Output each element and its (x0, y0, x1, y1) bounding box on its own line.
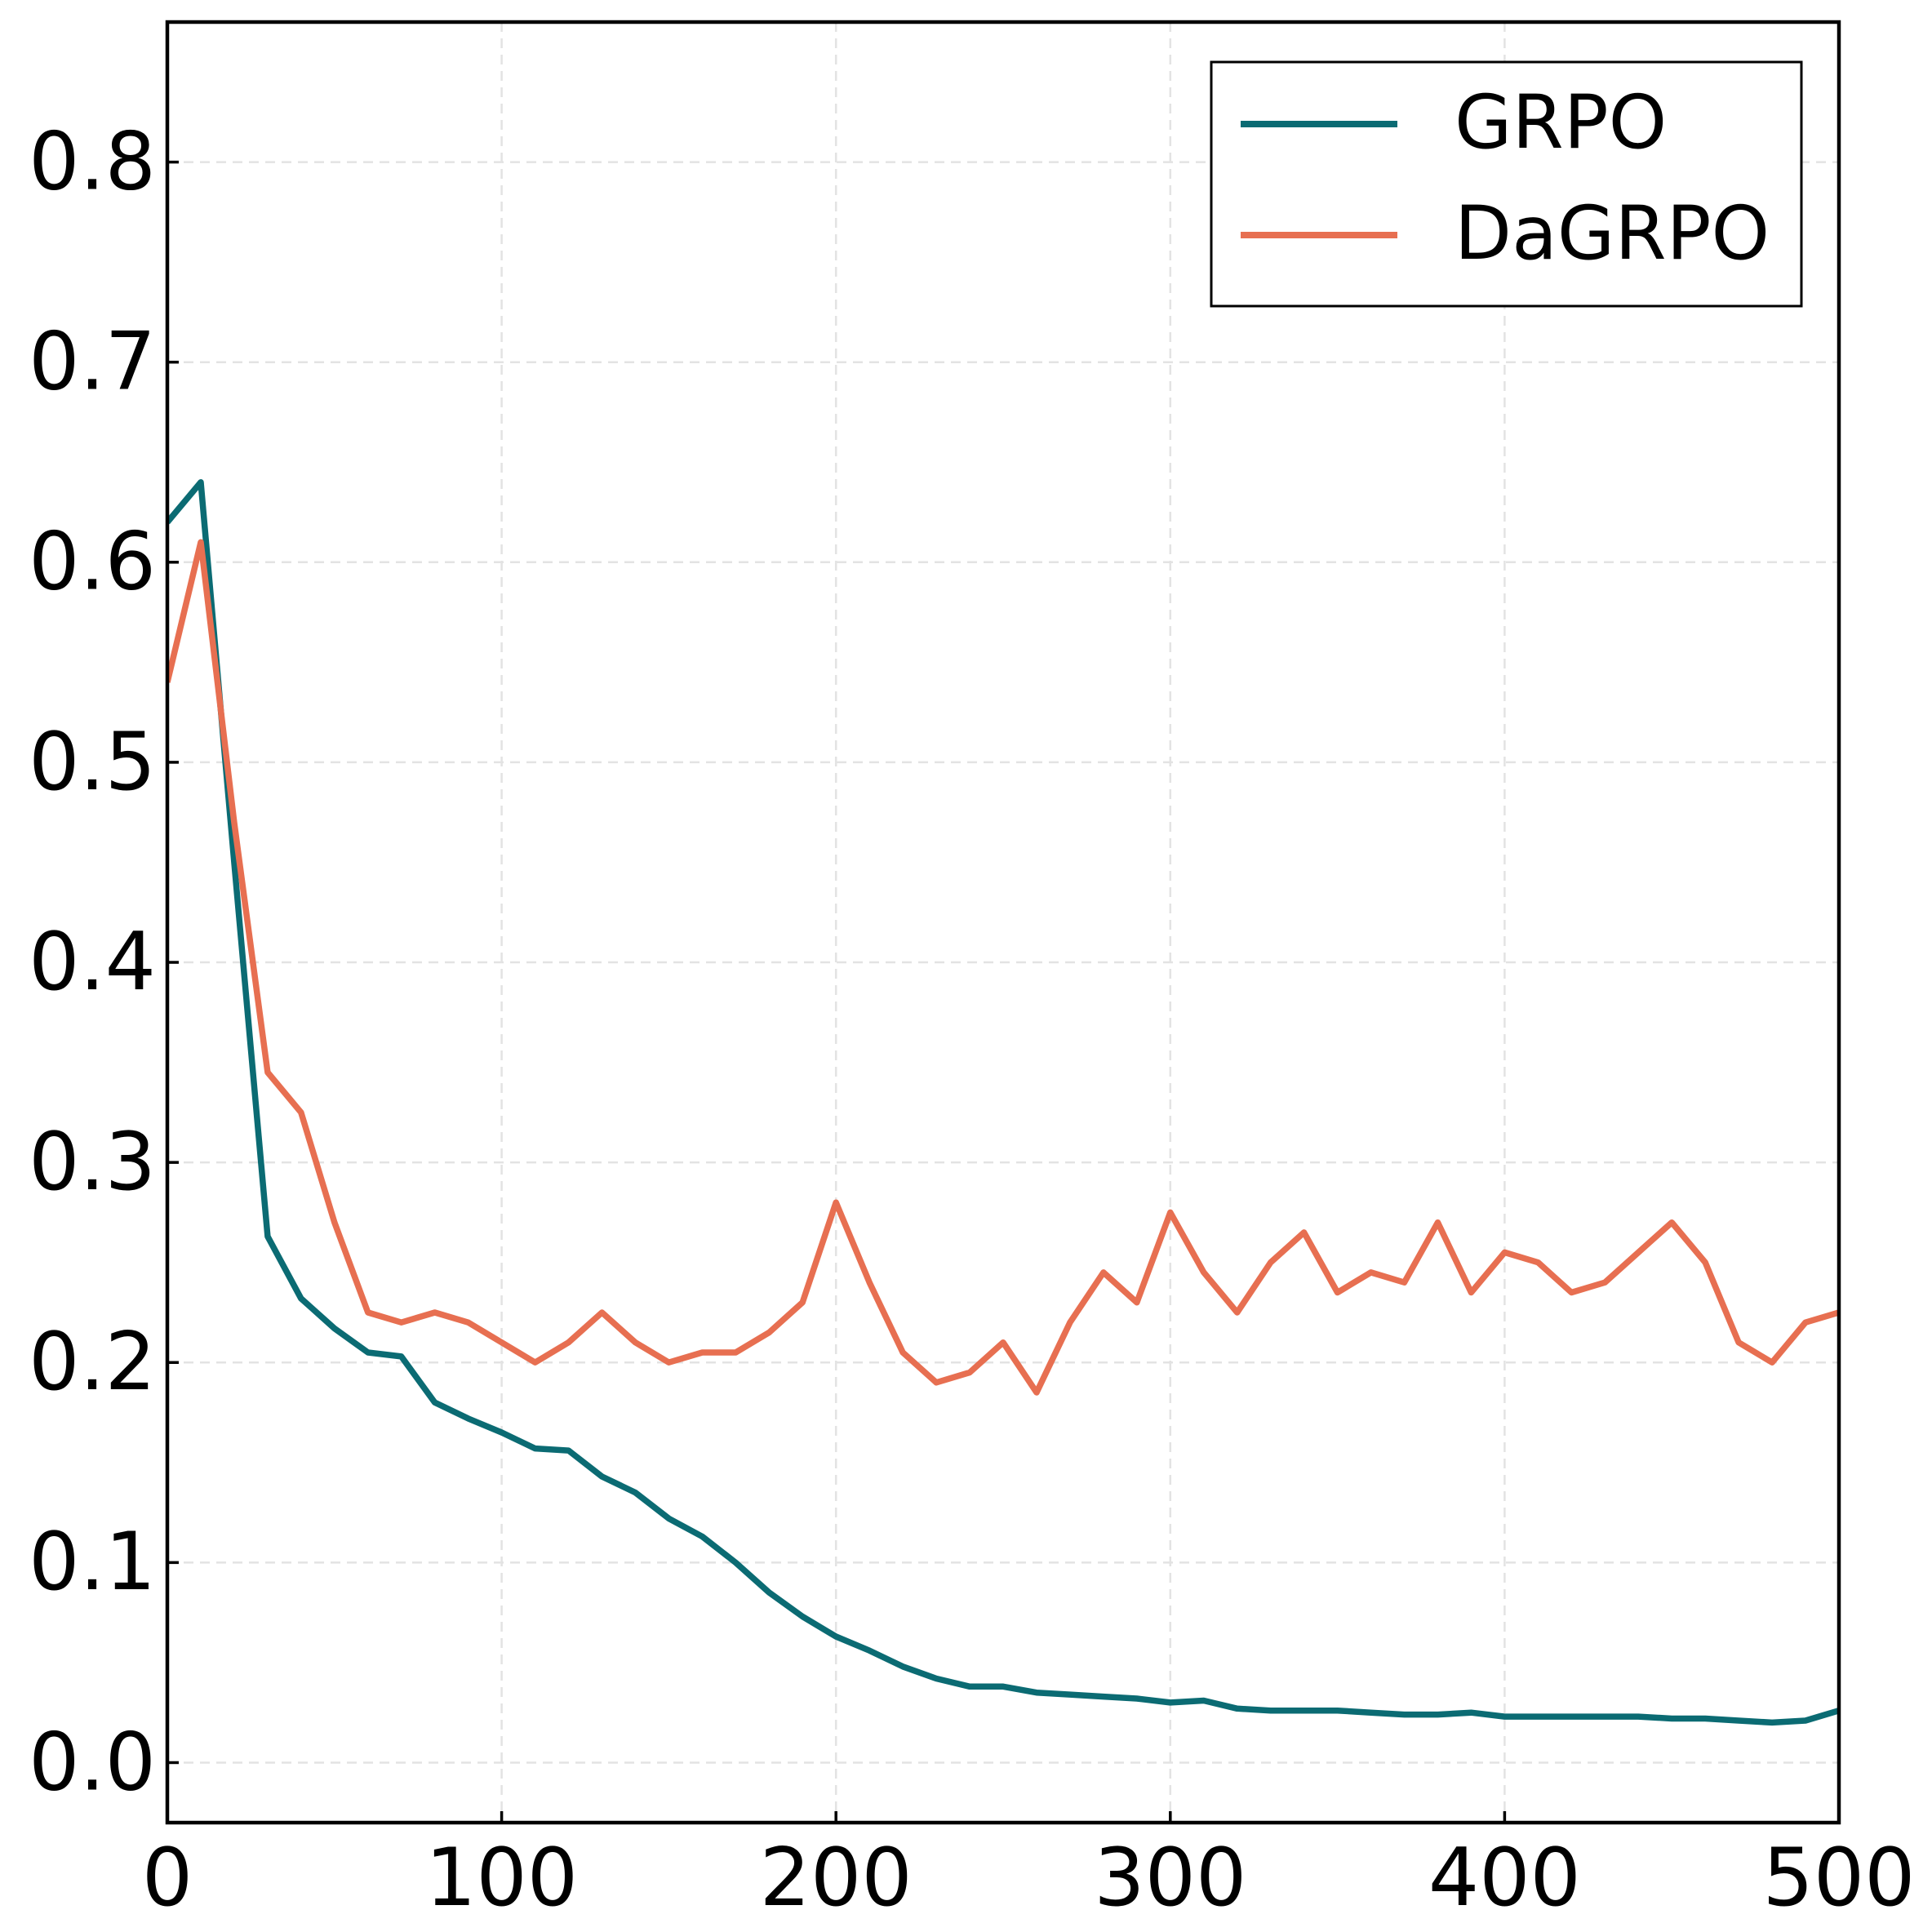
y-tick-label: 0.4 (29, 916, 156, 1009)
series-line (167, 539, 1839, 1396)
y-tick-label: 0.3 (29, 1116, 156, 1209)
legend-label: DaGRPO (1455, 191, 1770, 277)
legend-label: GRPO (1455, 80, 1667, 166)
legend-box (1210, 60, 1803, 308)
x-tick-label: 500 (1762, 1832, 1915, 1925)
series-line (167, 479, 1839, 1726)
x-tick-label: 300 (1094, 1832, 1246, 1925)
x-tick-label: 0 (142, 1832, 193, 1925)
y-tick-label: 0.1 (29, 1516, 156, 1609)
y-tick-label: 0.8 (29, 115, 156, 208)
y-tick-label: 0.5 (29, 716, 156, 809)
y-tick-label: 0.0 (29, 1716, 156, 1809)
x-tick-label: 100 (425, 1832, 578, 1925)
x-tick-label: 400 (1428, 1832, 1581, 1925)
y-tick-label: 0.7 (29, 316, 156, 409)
y-tick-label: 0.6 (29, 516, 156, 609)
x-tick-label: 200 (760, 1832, 913, 1925)
plot-frame (165, 20, 1841, 1825)
y-tick-label: 0.2 (29, 1316, 156, 1409)
